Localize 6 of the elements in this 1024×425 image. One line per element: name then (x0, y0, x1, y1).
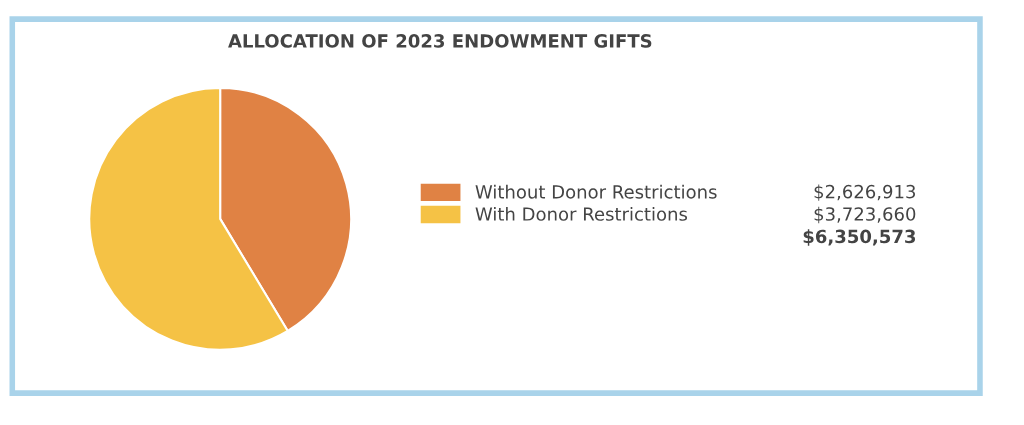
text: $6,350,573 (803, 229, 916, 246)
data-label: $3,723,660 (814, 206, 916, 224)
legend-label: With Donor Restrictions (475, 206, 688, 221)
chart-title: ALLOCATION OF 2023 ENDOWMENT GIFTS (228, 34, 652, 48)
data-label: $2,626,913 (814, 184, 916, 201)
legend-label: Without Donor Restrictions (475, 184, 717, 199)
